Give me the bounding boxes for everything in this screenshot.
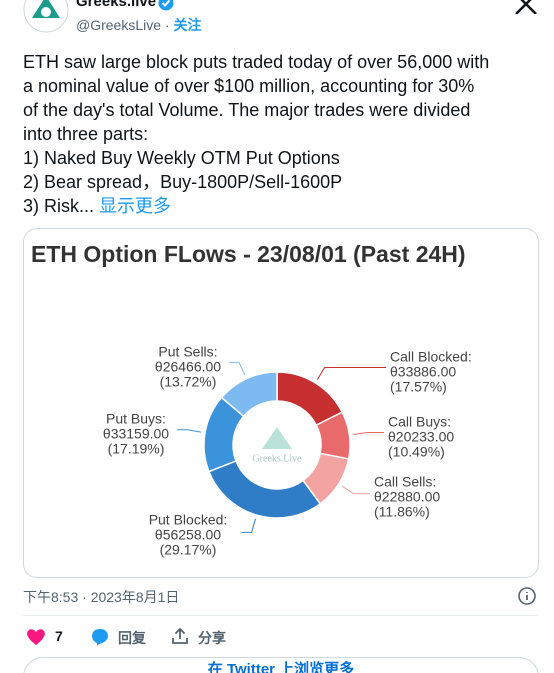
tweet-line-text: 2) Bear spread，Buy-1800P/Sell-1600P: [23, 172, 343, 192]
tweet-line-text: ETH saw large block puts traded today of…: [23, 52, 490, 72]
slice-label: θ56258.00: [155, 527, 221, 543]
leader-line: [228, 361, 246, 376]
tweet-line: 1) Naked Buy Weekly OTM Put Options: [23, 146, 340, 170]
slice-label: Put Blocked:: [149, 512, 228, 528]
slice-label: (29.17%): [160, 542, 217, 558]
slice-label: Call Blocked:: [390, 349, 472, 365]
slice-label: (17.57%): [390, 379, 447, 395]
tweet-line: 2) Bear spread，Buy-1800P/Sell-1600P: [23, 170, 342, 194]
chart-title: ETH Option FLows - 23/08/01 (Past 24H): [31, 241, 466, 267]
slice-label: θ33159.00: [103, 426, 169, 442]
x-logo[interactable]: [514, 0, 538, 14]
donut-segment: [220, 371, 278, 418]
slice-label: Call Sells:: [374, 474, 436, 490]
leader-line: [316, 367, 386, 380]
media-card[interactable]: [23, 228, 539, 578]
leader-line: [177, 429, 202, 433]
leader-line: [353, 432, 384, 435]
tweet-line-text: of the day's total Volume. The major tra…: [23, 100, 471, 120]
follow-link[interactable]: 关注: [173, 17, 202, 33]
more-button[interactable]: 在 Twitter 上浏览更多: [23, 657, 539, 673]
tweet-line: 3) Risk... 显示更多: [23, 194, 171, 218]
tweet-line-text: 1) Naked Buy Weekly OTM Put Options: [23, 148, 340, 168]
like-icon[interactable]: [25, 627, 47, 647]
watermark-logo: [262, 427, 292, 449]
reply-label[interactable]: 回复: [118, 630, 146, 646]
slice-label: Put Buys:: [106, 411, 166, 427]
tweet-line: into three parts:: [23, 122, 148, 146]
slice-label: Call Buys:: [388, 414, 451, 430]
avatar: [23, 0, 69, 33]
tweet-line-text: into three parts:: [23, 124, 149, 144]
share-icon[interactable]: [170, 626, 190, 646]
watermark: Greeks.Live: [252, 453, 302, 464]
donut-segment: [208, 460, 322, 519]
leader-line: [341, 485, 370, 495]
info-icon[interactable]: [517, 586, 537, 606]
handle[interactable]: @GreeksLive: [76, 17, 162, 33]
leader-line: [241, 518, 256, 533]
slice-label: θ22880.00: [374, 489, 440, 505]
tweet-line: ETH saw large block puts traded today of…: [23, 50, 489, 74]
slice-label: θ20233.00: [388, 429, 454, 445]
slice-label: (11.86%): [374, 504, 430, 520]
share-label[interactable]: 分享: [198, 630, 226, 646]
handle-row: @GreeksLive · 关注: [76, 15, 201, 35]
divider: [23, 615, 538, 616]
like-count: 7: [55, 628, 63, 644]
separator: ·: [164, 17, 170, 33]
show-more-link[interactable]: 显示更多: [99, 196, 172, 216]
slice-label: (17.19%): [108, 441, 165, 457]
timestamp[interactable]: 下午8:53 · 2023年8月1日: [23, 589, 180, 605]
slice-label: θ26466.00: [155, 359, 221, 375]
more-label[interactable]: 在 Twitter 上浏览更多: [207, 661, 355, 673]
reply-icon[interactable]: [89, 627, 111, 647]
slice-label: Put Sells:: [158, 344, 217, 360]
slice-label: θ33886.00: [390, 364, 456, 380]
tweet-line-text: 3) Risk...: [23, 196, 95, 216]
slice-label: (10.49%): [388, 444, 445, 460]
tweet-line: a nominal value of over $100 million, ac…: [23, 74, 474, 98]
tweet-line: of the day's total Volume. The major tra…: [23, 98, 470, 122]
slice-label: (13.72%): [160, 374, 217, 390]
tweet-line-text: a nominal value of over $100 million, ac…: [23, 76, 475, 96]
user-name[interactable]: Greeks.live: [76, 0, 157, 10]
verified-badge: [158, 0, 174, 11]
chart: ETH Option FLows - 23/08/01 (Past 24H) C…: [31, 241, 472, 558]
